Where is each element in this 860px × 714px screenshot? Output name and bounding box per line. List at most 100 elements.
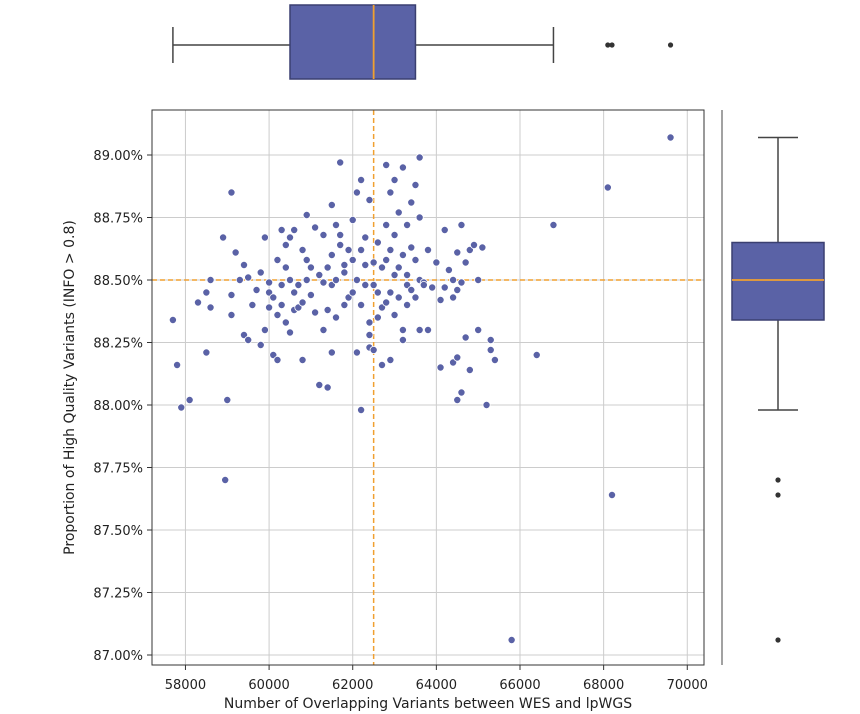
data-point (227, 290, 236, 299)
data-point (386, 355, 395, 364)
data-point (474, 325, 483, 334)
data-point (415, 213, 424, 222)
data-point (436, 363, 445, 372)
data-point (423, 245, 432, 254)
x-axis-ticks: 58000 60000 62000 64000 66000 68000 70000 (165, 665, 708, 693)
data-point (348, 255, 357, 264)
data-point (357, 405, 366, 414)
data-point (390, 310, 399, 319)
data-point (382, 160, 391, 169)
data-point (177, 403, 186, 412)
x-tick-label: 58000 (165, 678, 206, 693)
data-point (377, 263, 386, 272)
data-point (382, 298, 391, 307)
data-point (319, 278, 328, 287)
data-point (411, 255, 420, 264)
data-point (403, 270, 412, 279)
data-point (306, 290, 315, 299)
data-point (365, 195, 374, 204)
data-point (415, 153, 424, 162)
data-point (311, 308, 320, 317)
data-point (398, 250, 407, 259)
data-point (315, 270, 324, 279)
plot-frame (151, 109, 705, 666)
data-point (403, 300, 412, 309)
data-point (185, 395, 194, 404)
data-point (377, 360, 386, 369)
data-point (281, 318, 290, 327)
data-point (298, 298, 307, 307)
data-point (386, 245, 395, 254)
data-point (369, 258, 378, 267)
data-point (306, 263, 315, 272)
y-tick-label: 87.25% (93, 587, 143, 602)
data-point (235, 275, 244, 284)
y-tick-label: 87.00% (93, 649, 143, 664)
data-point (369, 280, 378, 289)
data-point (302, 255, 311, 264)
data-point (281, 263, 290, 272)
data-point (469, 240, 478, 249)
data-point (457, 220, 466, 229)
data-point (256, 268, 265, 277)
data-point (549, 220, 558, 229)
data-point (453, 353, 462, 362)
data-point (327, 200, 336, 209)
data-point (206, 303, 215, 312)
data-point (336, 240, 345, 249)
data-point (486, 335, 495, 344)
data-point (319, 325, 328, 334)
y-tick-label: 88.00% (93, 399, 143, 414)
marginal-x-boxplot (172, 4, 674, 80)
data-point (298, 245, 307, 254)
data-point (444, 265, 453, 274)
data-point (340, 300, 349, 309)
data-point (453, 395, 462, 404)
data-point (361, 233, 370, 242)
data-point (449, 293, 458, 302)
data-point (357, 245, 366, 254)
x-tick-label: 64000 (416, 678, 457, 693)
data-point (398, 335, 407, 344)
data-point (532, 350, 541, 359)
data-point (290, 225, 299, 234)
data-point (273, 355, 282, 364)
data-point (440, 225, 449, 234)
data-point (277, 300, 286, 309)
data-point (449, 275, 458, 284)
y-axis-ticks: 87.00% 87.25% 87.50% 87.75% 88.00% 88.25% 88.5… (93, 149, 152, 664)
data-point (461, 333, 470, 342)
y-box-iqr (731, 241, 825, 321)
data-point (168, 315, 177, 324)
data-point (348, 288, 357, 297)
data-point (336, 230, 345, 239)
x-tick-label: 70000 (667, 678, 708, 693)
data-point (273, 310, 282, 319)
data-point (373, 238, 382, 247)
data-point (666, 133, 675, 142)
data-point (398, 325, 407, 334)
data-point (260, 233, 269, 242)
data-point (248, 300, 257, 309)
x-tick-label: 68000 (583, 678, 624, 693)
data-point (269, 293, 278, 302)
data-point (603, 183, 612, 192)
median-reference-lines (152, 110, 704, 665)
data-point (428, 283, 437, 292)
y-tick-label: 87.50% (93, 524, 143, 539)
data-point (373, 288, 382, 297)
y-tick-label: 88.50% (93, 274, 143, 289)
y-box-outlier (775, 637, 781, 643)
data-point (193, 298, 202, 307)
data-point (331, 220, 340, 229)
data-point (357, 175, 366, 184)
y-tick-label: 89.00% (93, 149, 143, 164)
data-point (352, 348, 361, 357)
data-point (202, 348, 211, 357)
x-tick-label: 60000 (248, 678, 289, 693)
data-point (407, 243, 416, 252)
data-point (331, 275, 340, 284)
data-point (482, 400, 491, 409)
data-point (386, 288, 395, 297)
data-point (348, 215, 357, 224)
